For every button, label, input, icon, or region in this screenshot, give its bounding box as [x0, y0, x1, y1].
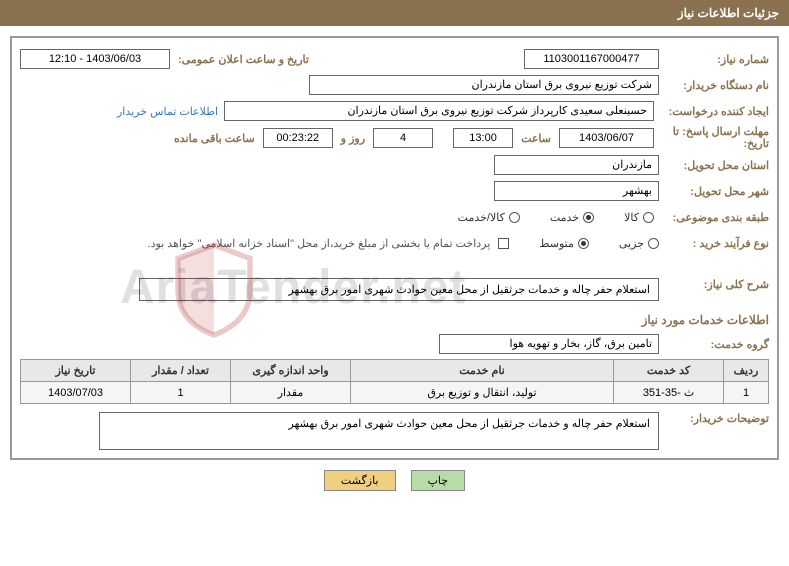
deadline-label: مهلت ارسال پاسخ: تا تاریخ:: [654, 126, 769, 150]
th-qty: تعداد / مقدار: [131, 360, 231, 382]
radio-icon: [643, 212, 654, 223]
td-name: تولید، انتقال و توزیع برق: [351, 382, 614, 404]
creator-label: ایجاد کننده درخواست:: [654, 105, 769, 118]
back-button[interactable]: بازگشت: [324, 470, 396, 491]
row-service-group: گروه خدمت: تامین برق، گاز، بخار و تهویه …: [20, 333, 769, 355]
overall-desc-box: استعلام حفر چاله و خدمات جرثقیل از محل م…: [139, 278, 659, 301]
time-label: ساعت: [521, 132, 551, 145]
city-label: شهر محل تحویل:: [659, 185, 769, 198]
buyer-notes-box: استعلام حفر چاله و خدمات جرثقیل از محل م…: [99, 412, 659, 450]
buyer-contact-link[interactable]: اطلاعات تماس خریدار: [117, 105, 218, 118]
row-subject-class: طبقه بندی موضوعی: کالا خدمت کالا/خدمت: [20, 206, 769, 228]
subject-class-label: طبقه بندی موضوعی:: [654, 211, 769, 224]
services-table: ردیف کد خدمت نام خدمت واحد اندازه گیری ت…: [20, 359, 769, 404]
row-city: شهر محل تحویل: بهشهر: [20, 180, 769, 202]
th-code: کد خدمت: [614, 360, 724, 382]
announce-label: تاریخ و ساعت اعلان عمومی:: [178, 53, 309, 66]
td-unit: مقدار: [231, 382, 351, 404]
th-row: ردیف: [724, 360, 769, 382]
province-field: مازندران: [494, 155, 659, 175]
table-header-row: ردیف کد خدمت نام خدمت واحد اندازه گیری ت…: [21, 360, 769, 382]
deadline-date-field: 1403/06/07: [559, 128, 654, 148]
th-unit: واحد اندازه گیری: [231, 360, 351, 382]
row-need-number: شماره نیاز: 1103001167000477 تاریخ و ساع…: [20, 48, 769, 70]
announce-field: 1403/06/03 - 12:10: [20, 49, 170, 69]
province-label: استان محل تحویل:: [659, 159, 769, 172]
service-group-label: گروه خدمت:: [659, 338, 769, 351]
td-date: 1403/07/03: [21, 382, 131, 404]
remaining-label: ساعت باقی مانده: [174, 132, 255, 145]
row-buyer-org: نام دستگاه خریدار: شرکت توزیع نیروی برق …: [20, 74, 769, 96]
radio-icon: [648, 238, 659, 249]
city-field: بهشهر: [494, 181, 659, 201]
buyer-org-field: شرکت توزیع نیروی برق استان مازندران: [309, 75, 659, 95]
service-info-title: اطلاعات خدمات مورد نیاز: [20, 313, 769, 327]
radio-minor[interactable]: جزیی: [619, 237, 659, 250]
radio-icon: [578, 238, 589, 249]
td-code: ث -35-351: [614, 382, 724, 404]
need-no-field: 1103001167000477: [524, 49, 659, 69]
details-frame: شماره نیاز: 1103001167000477 تاریخ و ساع…: [10, 36, 779, 460]
overall-desc-label: شرح کلی نیاز:: [659, 278, 769, 291]
radio-icon: [583, 212, 594, 223]
row-buyer-notes: توضیحات خریدار: استعلام حفر چاله و خدمات…: [20, 412, 769, 450]
need-no-label: شماره نیاز:: [659, 53, 769, 66]
row-deadline: مهلت ارسال پاسخ: تا تاریخ: 1403/06/07 سا…: [20, 126, 769, 150]
table-row: 1 ث -35-351 تولید، انتقال و توزیع برق مق…: [21, 382, 769, 404]
button-bar: چاپ بازگشت: [0, 470, 789, 491]
th-date: تاریخ نیاز: [21, 360, 131, 382]
remaining-field: 00:23:22: [263, 128, 333, 148]
radio-both[interactable]: کالا/خدمت: [458, 211, 520, 224]
radio-goods[interactable]: کالا: [624, 211, 654, 224]
days-label: روز و: [341, 132, 365, 145]
td-qty: 1: [131, 382, 231, 404]
radio-medium[interactable]: متوسط: [539, 237, 589, 250]
row-creator: ایجاد کننده درخواست: حسینعلی سعیدی کارپر…: [20, 100, 769, 122]
th-name: نام خدمت: [351, 360, 614, 382]
row-overall-desc: شرح کلی نیاز: استعلام حفر چاله و خدمات ج…: [20, 278, 769, 301]
checkbox-treasury[interactable]: پرداخت تمام یا بخشی از مبلغ خرید،از محل …: [148, 237, 510, 250]
buyer-org-label: نام دستگاه خریدار:: [659, 79, 769, 92]
checkbox-icon: [498, 238, 509, 249]
buyer-notes-label: توضیحات خریدار:: [659, 412, 769, 425]
radio-icon: [509, 212, 520, 223]
days-field: 4: [373, 128, 433, 148]
td-row: 1: [724, 382, 769, 404]
deadline-time-field: 13:00: [453, 128, 513, 148]
row-process-type: نوع فرآیند خرید : جزیی متوسط پرداخت تمام…: [20, 232, 769, 254]
creator-field: حسینعلی سعیدی کارپرداز شرکت توزیع نیروی …: [224, 101, 654, 121]
process-label: نوع فرآیند خرید :: [659, 237, 769, 250]
row-province: استان محل تحویل: مازندران: [20, 154, 769, 176]
service-group-field: تامین برق، گاز، بخار و تهویه هوا: [439, 334, 659, 354]
print-button[interactable]: چاپ: [411, 470, 466, 491]
page-header: جزئیات اطلاعات نیاز: [0, 0, 789, 26]
page-title: جزئیات اطلاعات نیاز: [678, 6, 779, 20]
radio-service[interactable]: خدمت: [550, 211, 594, 224]
